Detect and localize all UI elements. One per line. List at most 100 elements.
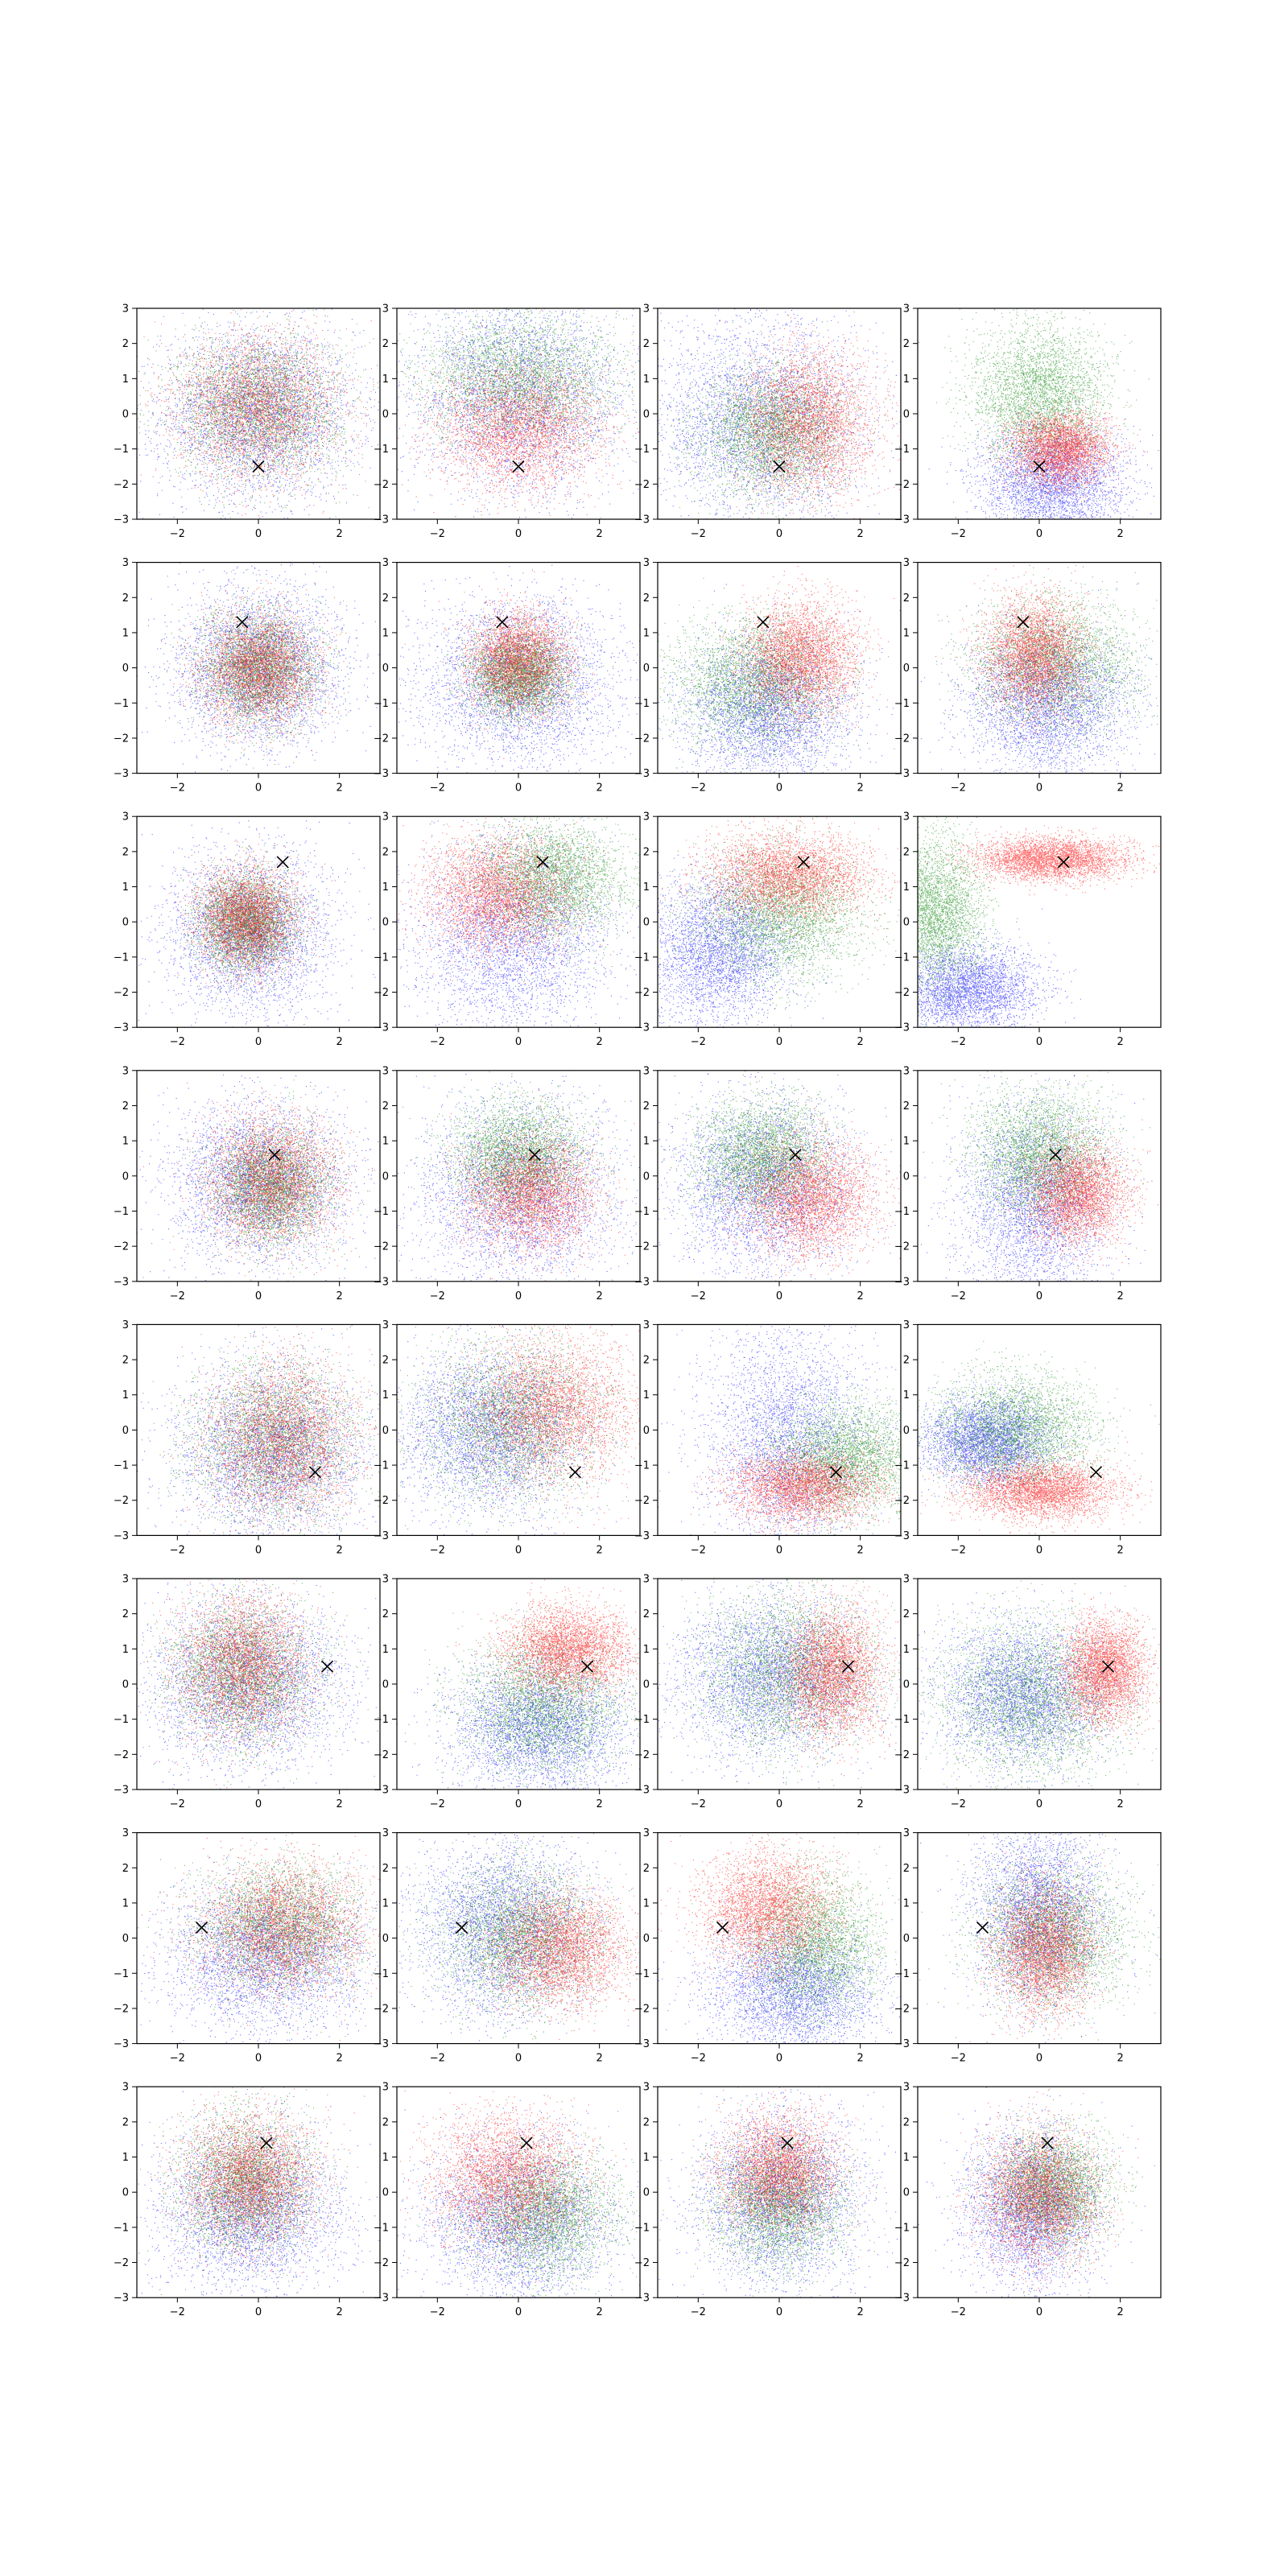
- y-tick-label: 3: [643, 2082, 650, 2094]
- y-tick-label: 3: [382, 1827, 389, 1839]
- y-tick-label: −3: [634, 1530, 650, 1542]
- y-tick-label: 3: [643, 811, 650, 824]
- y-tick-label: −2: [634, 479, 650, 491]
- y-tick-label: −1: [894, 1968, 910, 1980]
- y-tick-label: −1: [374, 1968, 389, 1980]
- scatter-green-points: [431, 813, 645, 978]
- scatter-blue-points: [914, 909, 1081, 1032]
- y-tick-label: 0: [122, 1425, 129, 1437]
- y-tick-label: −2: [634, 1749, 650, 1761]
- y-tick-label: −2: [114, 733, 129, 745]
- y-tick-label: −3: [634, 1276, 650, 1288]
- scatter-red-points: [935, 560, 1128, 754]
- scatter-red-points: [136, 1831, 385, 2041]
- x-tick-label: 2: [336, 528, 343, 540]
- x-tick-label: 2: [857, 528, 864, 540]
- scatter-red-points: [997, 1084, 1163, 1272]
- x-tick-label: 2: [336, 1036, 343, 1048]
- y-tick-label: 3: [122, 557, 129, 569]
- y-tick-label: 2: [643, 1100, 650, 1113]
- y-tick-label: 3: [382, 811, 389, 824]
- x-tick-label: 2: [336, 2306, 343, 2318]
- y-tick-label: 1: [122, 374, 129, 386]
- axes-frame: [918, 563, 1161, 774]
- x-tick-label: −2: [430, 2306, 445, 2318]
- y-tick-label: −1: [634, 1460, 650, 1472]
- y-tick-label: −1: [894, 698, 910, 710]
- y-tick-label: 0: [903, 1170, 910, 1183]
- x-tick-label: 0: [515, 1544, 522, 1556]
- y-tick-label: −1: [114, 1968, 129, 1980]
- y-tick-label: −2: [114, 1749, 129, 1761]
- y-tick-label: −2: [374, 1241, 389, 1253]
- y-tick-label: −2: [374, 479, 389, 491]
- y-tick-label: 1: [122, 881, 129, 894]
- y-tick-label: −2: [114, 1495, 129, 1507]
- y-tick-label: 0: [382, 409, 389, 421]
- x-tick-label: 0: [255, 1544, 262, 1556]
- y-tick-label: 0: [382, 1425, 389, 1437]
- x-tick-label: 0: [776, 1798, 782, 1810]
- y-tick-label: −2: [894, 1495, 910, 1507]
- scatter-red-points: [169, 836, 332, 1008]
- y-tick-label: −3: [374, 1530, 389, 1542]
- x-tick-label: −2: [170, 2306, 185, 2318]
- y-tick-label: 3: [382, 1574, 389, 1586]
- x-tick-label: −2: [430, 2053, 445, 2065]
- scatter-red-points: [746, 1577, 905, 1781]
- y-tick-label: 0: [643, 409, 650, 421]
- x-tick-label: 2: [597, 782, 603, 795]
- y-tick-label: 3: [903, 1065, 910, 1077]
- scatter-blue-points: [393, 813, 641, 1031]
- y-tick-label: 1: [903, 374, 910, 386]
- y-tick-label: −3: [114, 1276, 129, 1288]
- y-tick-label: 2: [122, 1608, 129, 1620]
- x-tick-label: 0: [1036, 2306, 1042, 2318]
- y-tick-label: −3: [634, 1022, 650, 1034]
- x-tick-label: 2: [1117, 2053, 1124, 2065]
- x-tick-label: −2: [430, 1036, 445, 1048]
- y-tick-label: 2: [122, 592, 129, 605]
- y-tick-label: 1: [382, 1136, 389, 1148]
- y-tick-label: 1: [122, 627, 129, 639]
- x-tick-label: 0: [515, 2306, 522, 2318]
- scatter-red-points: [163, 1324, 385, 1538]
- axes-frame: [658, 1579, 901, 1790]
- y-tick-label: 0: [643, 917, 650, 929]
- y-tick-label: 0: [643, 1933, 650, 1945]
- y-tick-label: −1: [114, 1714, 129, 1726]
- y-tick-label: −2: [374, 733, 389, 745]
- x-tick-label: 2: [336, 1544, 343, 1556]
- y-tick-label: 3: [382, 303, 389, 316]
- y-tick-label: −2: [114, 1241, 129, 1253]
- x-tick-label: 0: [255, 1290, 262, 1302]
- y-tick-label: −2: [634, 987, 650, 999]
- y-tick-label: 2: [903, 1863, 910, 1875]
- y-tick-label: −1: [634, 698, 650, 710]
- y-tick-label: 1: [903, 1897, 910, 1909]
- scatter-blue-points: [135, 813, 375, 1031]
- scatter-green-points: [947, 2090, 1142, 2291]
- y-tick-label: 2: [122, 2116, 129, 2128]
- y-tick-label: −1: [114, 952, 129, 964]
- scatter-red-points: [691, 2087, 886, 2262]
- x-tick-label: −2: [951, 782, 966, 795]
- x-tick-label: 0: [255, 2053, 262, 2065]
- x-tick-label: 0: [776, 1544, 782, 1556]
- y-tick-label: 2: [643, 2116, 650, 2128]
- x-tick-label: 0: [255, 782, 262, 795]
- y-tick-label: 2: [382, 1608, 389, 1620]
- y-tick-label: 2: [643, 592, 650, 605]
- y-tick-label: 3: [643, 1319, 650, 1331]
- axes-frame: [918, 1833, 1161, 2044]
- x-tick-label: 2: [597, 1544, 603, 1556]
- scatter-green-points: [656, 1068, 869, 1260]
